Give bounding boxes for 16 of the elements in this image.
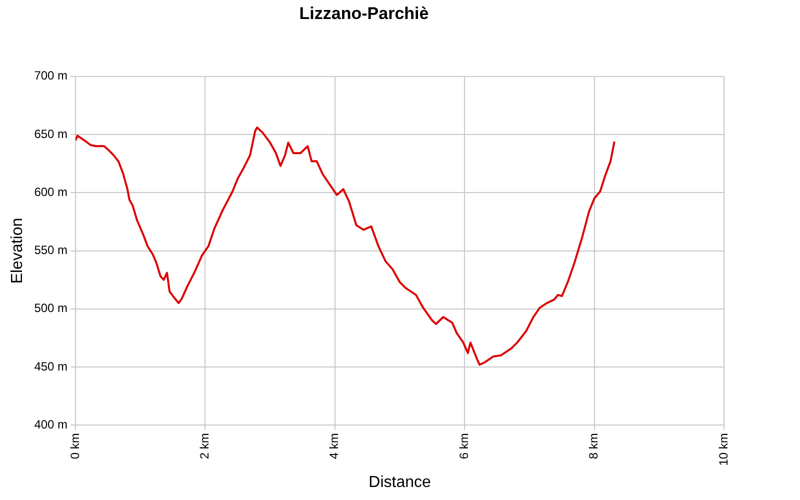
x-axis-title: Distance [368, 474, 431, 491]
x-tick-label: 6 km [456, 433, 471, 460]
x-tick-label: 2 km [198, 433, 212, 460]
y-tick-label: 700 m [34, 68, 68, 83]
x-tick-label: 4 km [327, 433, 342, 460]
x-tick-label: 8 km [586, 433, 601, 460]
y-tick-label: 500 m [34, 301, 68, 316]
y-tick-label: 450 m [34, 359, 68, 374]
x-tick-label: 0 km [68, 433, 82, 460]
x-tick-label: 10 km [716, 433, 730, 466]
chart-title: Lizzano-Parchiè [299, 4, 429, 23]
y-tick-label: 550 m [34, 243, 68, 258]
y-tick-label: 600 m [34, 184, 68, 199]
y-tick-label: 650 m [34, 126, 68, 141]
y-axis-title: Elevation [9, 218, 26, 284]
y-tick-label: 400 m [34, 417, 68, 432]
